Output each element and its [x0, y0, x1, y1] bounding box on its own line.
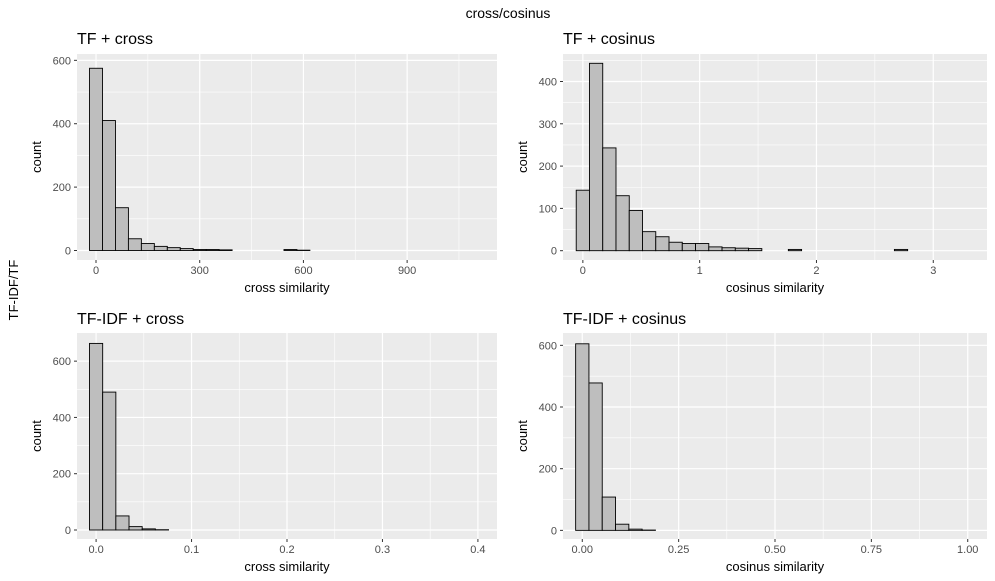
- x-tick-label: 0.4: [470, 544, 485, 556]
- y-tick-label: 0: [65, 525, 71, 537]
- histogram-bar: [205, 249, 220, 251]
- histogram-bar: [218, 249, 233, 251]
- histogram-bar: [102, 391, 117, 531]
- panel-tfidf-cosinus: TF-IDF + cosinus 0 200 400 600 0.00 0.25 0.50 0…: [515, 311, 987, 574]
- histogram-bar: [748, 248, 763, 252]
- x-tick-label: 0.25: [668, 544, 689, 556]
- histogram-bar: [283, 249, 298, 251]
- histogram-bar: [628, 210, 643, 252]
- histogram-bar: [575, 189, 590, 252]
- histogram-bar: [128, 526, 143, 531]
- y-tick-label: 400: [53, 412, 71, 424]
- y-tick-label: 600: [53, 55, 71, 67]
- x-tick-label: 0.2: [279, 544, 294, 556]
- panel-tf-cross: TF + cross 0 200 400 600 0 300 600 900 cross sim…: [29, 31, 497, 295]
- histogram-bar: [115, 207, 129, 251]
- histogram-bar: [615, 523, 630, 531]
- y-tick-label: 600: [539, 340, 557, 352]
- panel-title: TF + cosinus: [563, 31, 655, 48]
- x-tick-label: 0.75: [861, 544, 882, 556]
- x-axis-label: cross similarity: [244, 559, 330, 574]
- panel-title: TF + cross: [77, 31, 153, 48]
- x-tick-label: 0.1: [184, 544, 199, 556]
- histogram-bar: [734, 247, 750, 252]
- x-tick-label: 0.50: [764, 544, 785, 556]
- histogram-bar: [602, 147, 617, 252]
- x-tick-label: 0.0: [88, 544, 103, 556]
- histogram-bar: [893, 248, 909, 252]
- y-tick-label: 200: [53, 469, 71, 481]
- histogram-bar: [153, 245, 168, 251]
- x-tick-label: 0: [93, 265, 99, 277]
- x-tick-label: 900: [398, 265, 416, 277]
- x-tick-label: 2: [813, 265, 819, 277]
- y-tick-label: 400: [53, 119, 71, 131]
- panel-tf-cosinus: TF + cosinus 0 100 200 300 400 0 1 2 3 cosinus si…: [515, 31, 987, 295]
- x-tick-label: 0.3: [375, 544, 390, 556]
- histogram-bar: [166, 247, 181, 251]
- y-tick-label: 200: [539, 464, 557, 476]
- y-tick-label: 200: [53, 182, 71, 194]
- histogram-bar: [89, 67, 103, 251]
- row-label: TF-IDF/TF: [6, 260, 21, 321]
- y-tick-label: 400: [539, 76, 557, 88]
- histogram-bar: [115, 515, 130, 531]
- x-tick-label: 3: [930, 265, 936, 277]
- histogram-bar: [695, 243, 710, 252]
- panel-title: TF-IDF + cross: [77, 311, 184, 328]
- histogram-bar: [655, 236, 670, 252]
- panel-background: [77, 54, 497, 260]
- histogram-bar: [589, 62, 604, 252]
- y-tick-label: 200: [539, 161, 557, 173]
- histogram-bar: [179, 248, 194, 251]
- histogram-bar: [628, 528, 643, 531]
- panel-title: TF-IDF + cosinus: [563, 311, 686, 328]
- x-axis-label: cross similarity: [244, 280, 330, 295]
- histogram-bar: [668, 241, 683, 252]
- histogram-bar: [89, 342, 104, 531]
- y-axis-label: count: [29, 420, 44, 452]
- histogram-bar: [721, 247, 736, 252]
- y-tick-label: 100: [539, 203, 557, 215]
- histogram-bar: [575, 343, 590, 531]
- x-tick-label: 600: [294, 265, 312, 277]
- histogram-bar: [102, 120, 116, 251]
- y-tick-label: 0: [551, 246, 557, 258]
- histogram-bar: [141, 528, 156, 531]
- histogram-bar: [588, 382, 603, 531]
- x-tick-label: 0.00: [572, 544, 593, 556]
- y-tick-label: 0: [551, 525, 557, 537]
- x-tick-label: 1: [697, 265, 703, 277]
- x-tick-label: 300: [191, 265, 209, 277]
- x-tick-label: 1.00: [957, 544, 978, 556]
- histogram-bar: [615, 195, 630, 252]
- figure-title: cross/cosinus: [466, 5, 551, 21]
- x-tick-label: 0: [580, 265, 586, 277]
- y-axis-label: count: [515, 420, 530, 452]
- histogram-bar: [601, 496, 616, 531]
- histogram-bar: [192, 249, 207, 251]
- histogram-bar: [127, 238, 142, 251]
- y-axis-label: count: [29, 141, 44, 173]
- histogram-bar: [787, 248, 803, 252]
- histogram-bar: [681, 243, 696, 252]
- y-axis-label: count: [515, 141, 530, 173]
- x-axis-label: cosinus similarity: [726, 280, 825, 295]
- histogram-bar: [140, 243, 155, 251]
- y-tick-label: 600: [53, 356, 71, 368]
- y-tick-label: 300: [539, 119, 557, 131]
- histogram-bar: [642, 231, 657, 252]
- x-axis-label: cosinus similarity: [726, 559, 825, 574]
- histogram-bar: [708, 246, 723, 252]
- y-tick-label: 0: [65, 245, 71, 257]
- panel-tfidf-cross: TF-IDF + cross 0 200 400 600 0.0 0.1 0.2 0.3 0.4…: [29, 311, 497, 574]
- y-tick-label: 400: [539, 402, 557, 414]
